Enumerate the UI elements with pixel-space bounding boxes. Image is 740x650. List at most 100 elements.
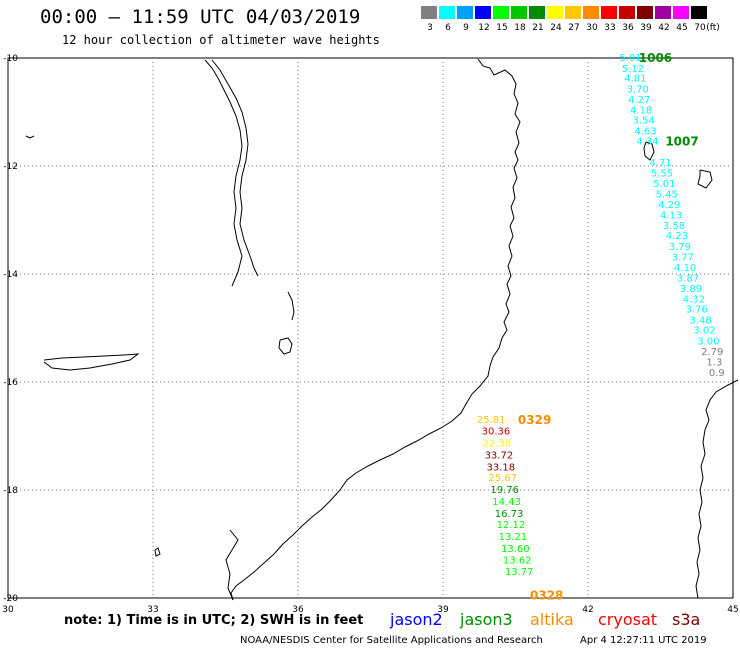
swh-value: 3.89 [680,284,702,295]
credit-line: NOAA/NESDIS Center for Satellite Applica… [240,635,543,646]
swh-value: 12.12 [497,520,526,531]
satellite-pass-labels: 1006 1007 0329 0328 [518,51,699,602]
lon-tick-label: 30 [2,605,14,615]
axis-tick-labels: 30 33 36 39 42 45 -10 -12 -14 -16 -18 -20 [2,54,738,615]
swh-value: 3.58 [663,221,685,232]
swh-value: 4.71 [649,158,671,169]
africa-coastline [230,58,521,601]
pass-number: 1007 [665,135,698,149]
swh-value: 33.18 [487,462,516,473]
lat-lon-grid [7,57,734,599]
coastline [25,58,739,601]
lat-tick-label: -10 [3,54,18,64]
lake-chilwa-shore [287,291,295,321]
scale-label: 9 [463,23,469,33]
swh-value: 13.62 [503,556,532,567]
swh-value: 4.81 [624,74,646,85]
madagascar-coastline [695,379,739,599]
scale-swatch [619,6,635,19]
swh-value: 5.01 [653,179,675,190]
swh-value: 5.45 [656,190,678,201]
lon-tick-label: 42 [582,605,593,615]
pass-number: 0329 [518,413,551,427]
scale-label: 18 [514,23,526,33]
scale-swatch [547,6,563,19]
swh-value: 22.38 [483,439,512,450]
lake-cahora-bassa-shore [278,337,293,355]
map-title: 00:00 – 11:59 UTC 04/03/2019 [40,6,361,28]
swh-value: 3.54 [632,116,654,127]
swh-value: 4.29 [658,200,680,211]
swh-value: 4.27 [628,95,650,106]
lake-malawi-west-shore [204,59,243,287]
swh-value: 13.77 [505,567,534,578]
swh-value: 5.12 [622,64,644,75]
scale-label: 12 [478,23,490,33]
scale-swatch [457,6,473,19]
lat-tick-label: -14 [3,270,18,280]
swh-value: 3.77 [672,252,694,263]
swh-value: 33.72 [485,450,514,461]
swh-value: 4.23 [666,231,688,242]
swh-value: 4.32 [683,294,705,305]
scale-label: 3 [427,23,433,33]
swh-value: 4.63 [634,126,656,137]
satellite-name: jason2 [390,610,443,629]
swh-value: 5.01 [619,53,641,64]
map-frame [7,57,734,599]
swh-observations: 5.015.124.813.704.274.183.544.634.344.71… [477,53,725,578]
swh-value: 3.70 [627,84,649,95]
satellite-name: cryosat [598,610,658,629]
scale-label: 6 [445,23,451,33]
scale-label: 15 [496,23,508,33]
scale-label: 30 [586,23,598,33]
lon-tick-label: 33 [147,605,158,615]
scale-label: 24 [550,23,562,33]
swh-value: 3.79 [669,242,691,253]
scale-label: 36 [622,23,634,33]
scale-swatch [583,6,599,19]
swh-value: 4.18 [630,105,652,116]
lake-malawi-east-shore [211,59,259,277]
lake-kariba-shore [43,353,140,371]
scale-swatch [601,6,617,19]
scale-swatch [493,6,509,19]
swh-value: 13.60 [501,544,530,555]
swh-value: 4.10 [674,263,696,274]
lon-tick-label: 36 [292,605,304,615]
lat-tick-label: -18 [3,486,18,496]
scale-label: 42 [658,23,670,33]
satellite-name: s3a [672,610,701,629]
swh-value: 4.13 [660,211,682,222]
generated-timestamp: Apr 4 12:27:11 UTC 2019 [580,635,707,646]
satellite-name: altika [530,610,574,629]
swh-value: 5.55 [651,169,673,180]
swh-value: 25.67 [488,473,517,484]
scale-swatch [421,6,437,19]
scale-swatch [529,6,545,19]
swh-value: 14.43 [492,497,521,508]
swh-value: 3.48 [690,315,712,326]
scale-swatch [637,6,653,19]
mayotte-coastline [697,169,713,189]
units-note: note: 1) Time is in UTC; 2) SWH is in fe… [64,613,364,628]
scale-label: 27 [568,23,580,33]
swh-value: 2.79 [701,347,723,358]
satellite-name: jason3 [460,610,513,629]
swh-value: 4.34 [636,137,658,148]
lon-tick-label: 45 [727,605,738,615]
pass-number: 0328 [530,588,563,602]
scale-unit: (ft) [706,23,720,33]
scale-swatch [475,6,491,19]
swh-value: 25.81 [477,415,506,426]
swh-value: 3.00 [697,337,719,348]
scale-label: 39 [640,23,652,33]
map-subtitle: 12 hour collection of altimeter wave hei… [62,33,380,47]
swh-value: 13.21 [499,532,528,543]
pass-number: 1006 [639,51,672,65]
island-small-north [25,135,35,139]
swh-value: 3.76 [686,305,708,316]
swh-value: 30.36 [482,427,511,438]
swh-value: 0.9 [709,368,725,379]
